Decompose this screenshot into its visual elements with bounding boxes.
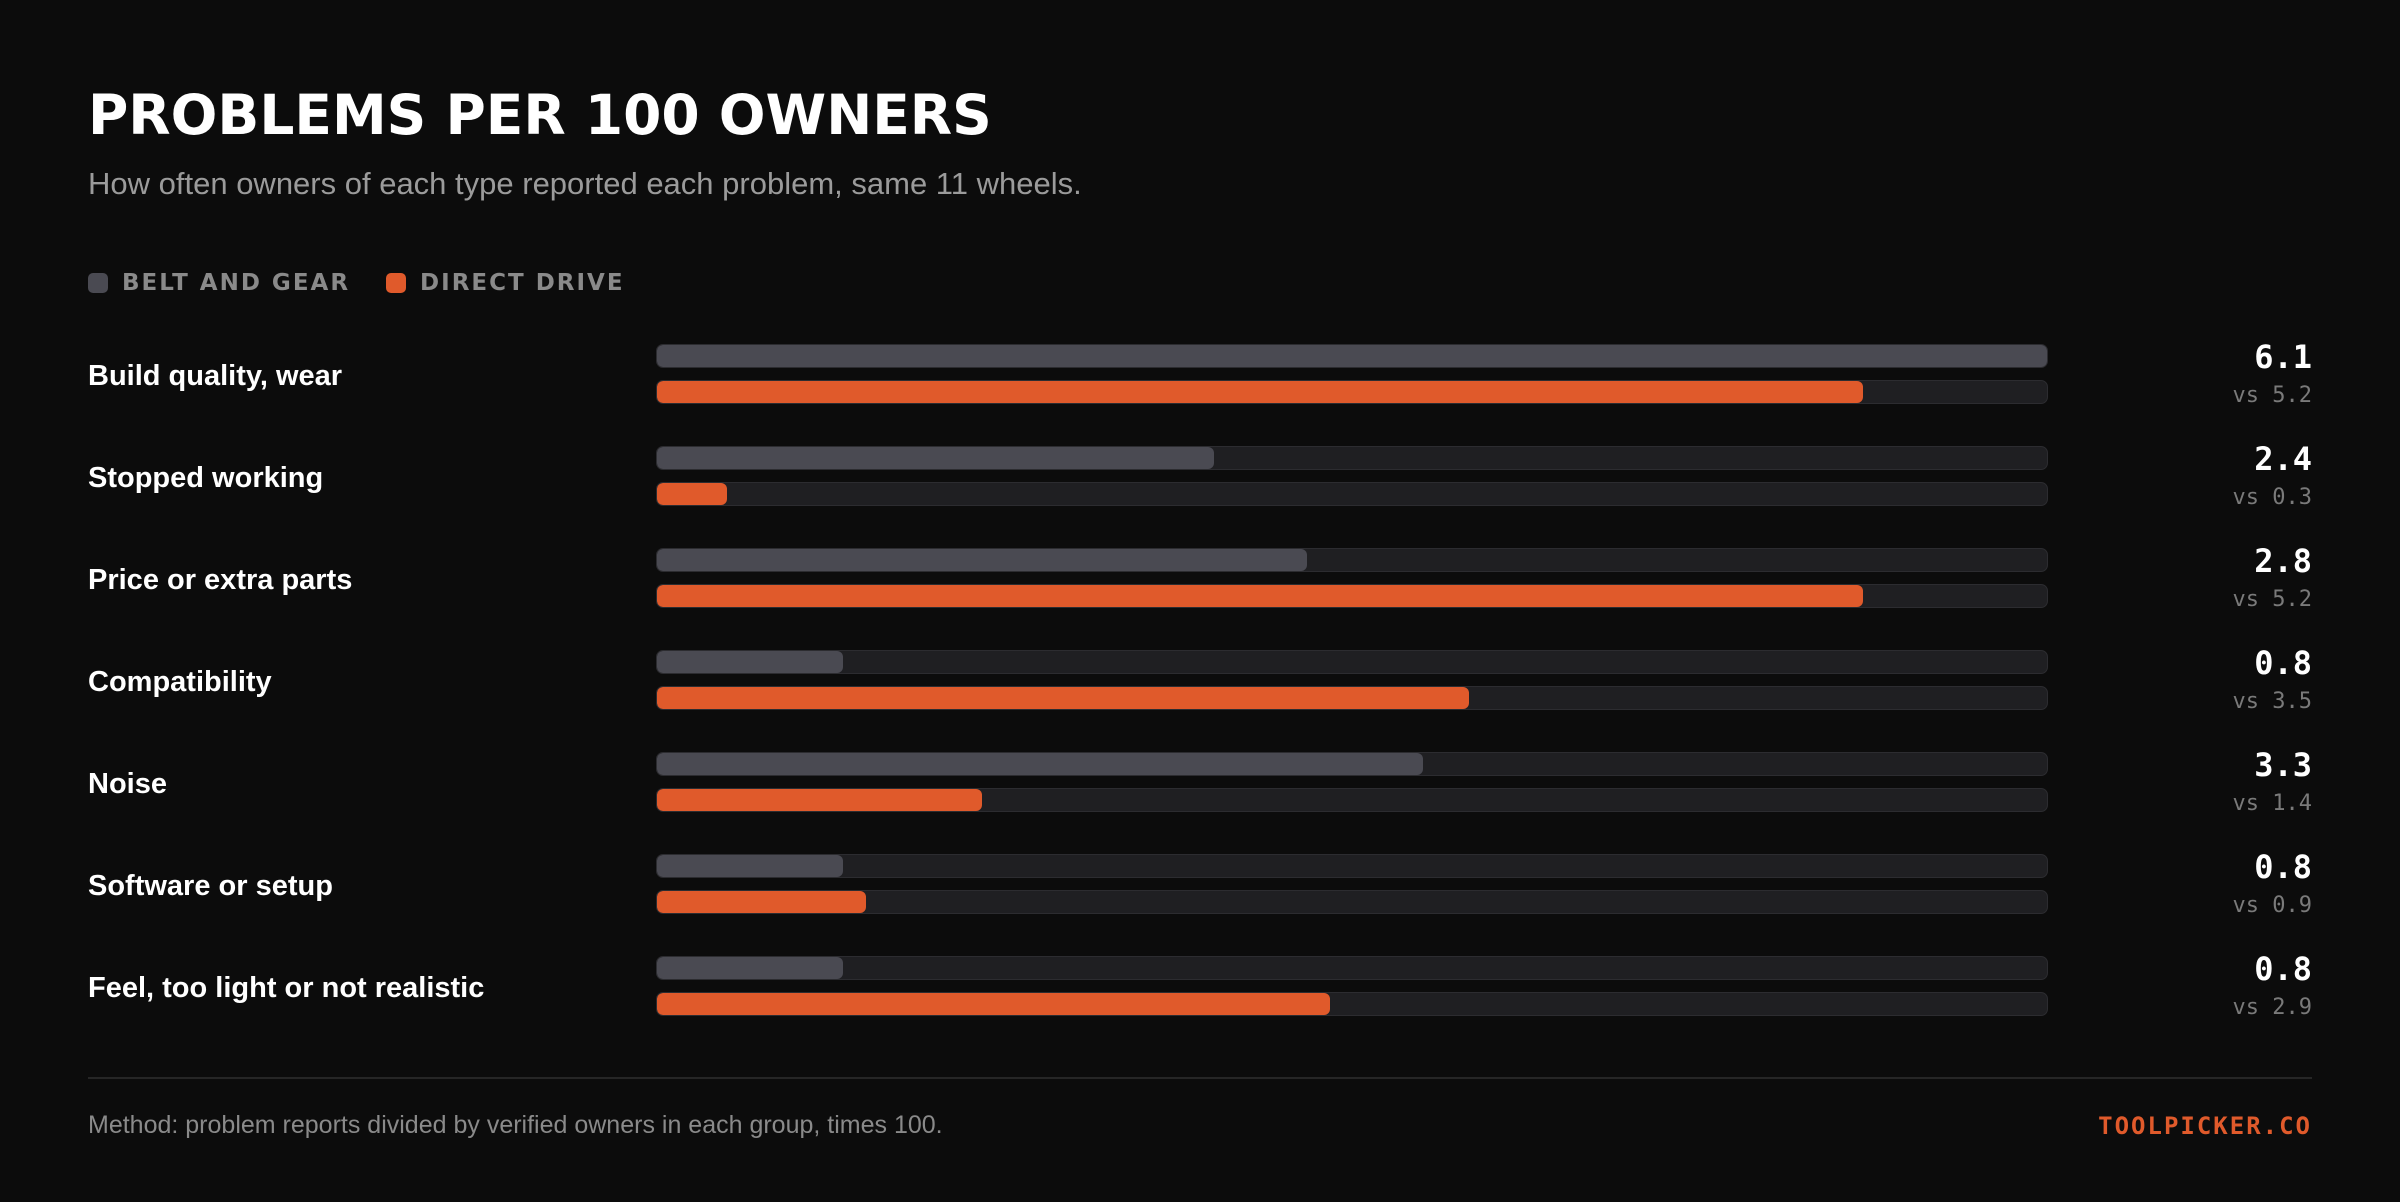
bar-track [656, 752, 2048, 776]
bar-direct-drive [657, 789, 982, 811]
bar-track [656, 650, 2048, 674]
value-label: 0.8 [2254, 644, 2312, 682]
brand-link[interactable]: TOOLPICKER.CO [2098, 1112, 2312, 1140]
chart-row-feel-too-light-or-not-realistic: Feel, too light or not realistic 0.8 vs 2.… [0, 950, 2400, 1026]
chart-row-noise: Noise 3.3 vs 1.4 [0, 746, 2400, 822]
bar-track [656, 344, 2048, 368]
compare-label: vs 0.9 [2232, 893, 2312, 918]
bar-belt-and-gear [657, 957, 843, 979]
value-label: 2.4 [2254, 440, 2312, 478]
category-label: Software or setup [88, 870, 333, 902]
bar-direct-drive [657, 993, 1330, 1015]
bar-track [656, 584, 2048, 608]
method-note: Method: problem reports divided by verif… [88, 1111, 943, 1139]
legend-label-direct-drive: DIRECT DRIVE [420, 270, 625, 296]
value-label: 2.8 [2254, 542, 2312, 580]
bar-track [656, 992, 2048, 1016]
bar-direct-drive [657, 483, 727, 505]
category-label: Price or extra parts [88, 564, 353, 596]
compare-label: vs 1.4 [2232, 791, 2312, 816]
bar-track [656, 446, 2048, 470]
compare-label: vs 3.5 [2232, 689, 2312, 714]
bar-track [656, 548, 2048, 572]
bar-direct-drive [657, 585, 1864, 607]
bar-direct-drive [657, 891, 866, 913]
category-label: Noise [88, 768, 167, 800]
chart-subtitle: How often owners of each type reported e… [88, 166, 1082, 201]
category-label: Stopped working [88, 462, 324, 494]
bar-belt-and-gear [657, 855, 843, 877]
chart-legend: BELT AND GEAR DIRECT DRIVE [88, 268, 661, 298]
bar-track [656, 380, 2048, 404]
legend-swatch-direct-drive [386, 273, 407, 293]
bar-direct-drive [657, 687, 1469, 709]
bar-belt-and-gear [657, 345, 2047, 367]
value-label: 0.8 [2254, 950, 2312, 988]
compare-label: vs 0.3 [2232, 485, 2312, 510]
bar-belt-and-gear [657, 549, 1307, 571]
compare-label: vs 5.2 [2232, 383, 2312, 408]
bar-track [656, 482, 2048, 506]
bar-track [656, 854, 2048, 878]
chart-row-build-quality-wear: Build quality, wear 6.1 vs 5.2 [0, 338, 2400, 414]
value-label: 6.1 [2254, 338, 2312, 376]
bar-direct-drive [657, 381, 1864, 403]
compare-label: vs 2.9 [2232, 995, 2312, 1020]
legend-item-belt-and-gear: BELT AND GEAR [88, 270, 350, 296]
footer-divider [88, 1077, 2312, 1079]
chart-row-compatibility: Compatibility 0.8 vs 3.5 [0, 644, 2400, 720]
legend-item-direct-drive: DIRECT DRIVE [386, 270, 625, 296]
chart-row-price-or-extra-parts: Price or extra parts 2.8 vs 5.2 [0, 542, 2400, 618]
bar-belt-and-gear [657, 651, 843, 673]
category-label: Compatibility [88, 666, 272, 698]
bar-track [656, 788, 2048, 812]
legend-label-belt-and-gear: BELT AND GEAR [122, 270, 351, 296]
bar-track [656, 686, 2048, 710]
chart-row-software-or-setup: Software or setup 0.8 vs 0.9 [0, 848, 2400, 924]
category-label: Feel, too light or not realistic [88, 972, 485, 1004]
bar-belt-and-gear [657, 753, 1423, 775]
bar-belt-and-gear [657, 447, 1214, 469]
legend-swatch-belt-and-gear [88, 273, 108, 293]
compare-label: vs 5.2 [2232, 587, 2312, 612]
bar-track [656, 890, 2048, 914]
value-label: 0.8 [2254, 848, 2312, 886]
value-label: 3.3 [2254, 746, 2312, 784]
category-label: Build quality, wear [88, 360, 343, 392]
chart-row-stopped-working: Stopped working 2.4 vs 0.3 [0, 440, 2400, 516]
bar-track [656, 956, 2048, 980]
chart-title: PROBLEMS PER 100 OWNERS [88, 83, 992, 147]
